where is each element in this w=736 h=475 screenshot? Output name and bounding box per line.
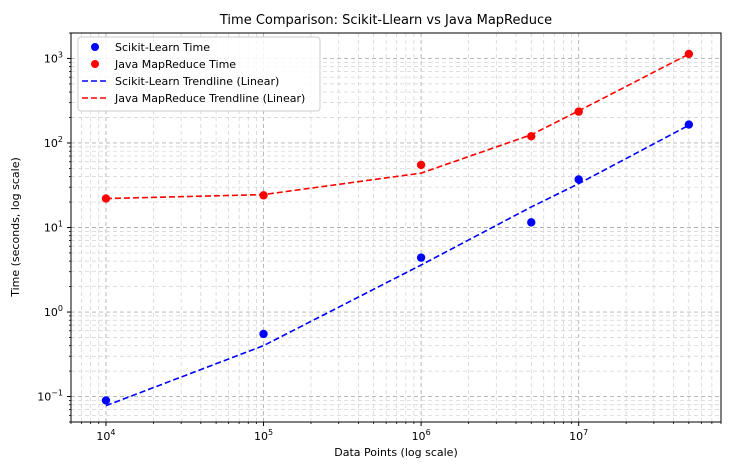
- point-java-mapreduce: [684, 49, 694, 59]
- point-java-mapreduce: [259, 191, 268, 200]
- point-java-mapreduce: [416, 160, 426, 170]
- y-tick-label: 103: [44, 50, 63, 65]
- point-java-mapreduce: [101, 194, 111, 203]
- y-tick-label: 10−1: [37, 389, 63, 404]
- point-scikit-learn: [574, 175, 583, 184]
- x-tick-label: 105: [254, 428, 273, 443]
- legend-label-java-time: Java MapReduce Time: [114, 58, 236, 71]
- y-tick-label: 100: [44, 304, 63, 319]
- legend: Scikit-Learn Time Java MapReduce Time Sc…: [77, 36, 321, 112]
- y-axis-label: Time (seconds, log scale): [9, 157, 22, 298]
- legend-label-scikit-time: Scikit-Learn Time: [115, 41, 210, 54]
- legend-box: [77, 36, 321, 112]
- trendline-java-mapreduce: [105, 53, 690, 200]
- point-scikit-learn: [416, 253, 426, 262]
- x-tick-label: 106: [412, 428, 431, 443]
- x-axis-label: Data Points (log scale): [334, 446, 458, 459]
- y-tick-label: 102: [44, 135, 63, 150]
- legend-marker-scikit-time: [91, 43, 99, 51]
- legend-label-scikit-trend: Scikit-Learn Trendline (Linear): [115, 75, 279, 88]
- series-layer: [101, 49, 694, 407]
- point-java-mapreduce: [574, 107, 583, 116]
- point-java-mapreduce: [527, 132, 536, 141]
- plot-frame: [70, 32, 722, 423]
- point-scikit-learn: [527, 218, 536, 227]
- x-tick-label: 107: [569, 428, 588, 443]
- trendline-scikit-learn: [105, 124, 690, 407]
- x-tick-label: 104: [96, 428, 115, 443]
- legend-label-java-trend: Java MapReduce Trendline (Linear): [114, 92, 305, 105]
- point-scikit-learn: [101, 396, 111, 405]
- point-scikit-learn: [259, 329, 268, 339]
- y-tick-label: 101: [44, 220, 63, 235]
- chart-title: Time Comparison: Scikit-Llearn vs Java M…: [219, 13, 552, 28]
- legend-marker-java-time: [91, 60, 99, 68]
- point-scikit-learn: [684, 120, 694, 129]
